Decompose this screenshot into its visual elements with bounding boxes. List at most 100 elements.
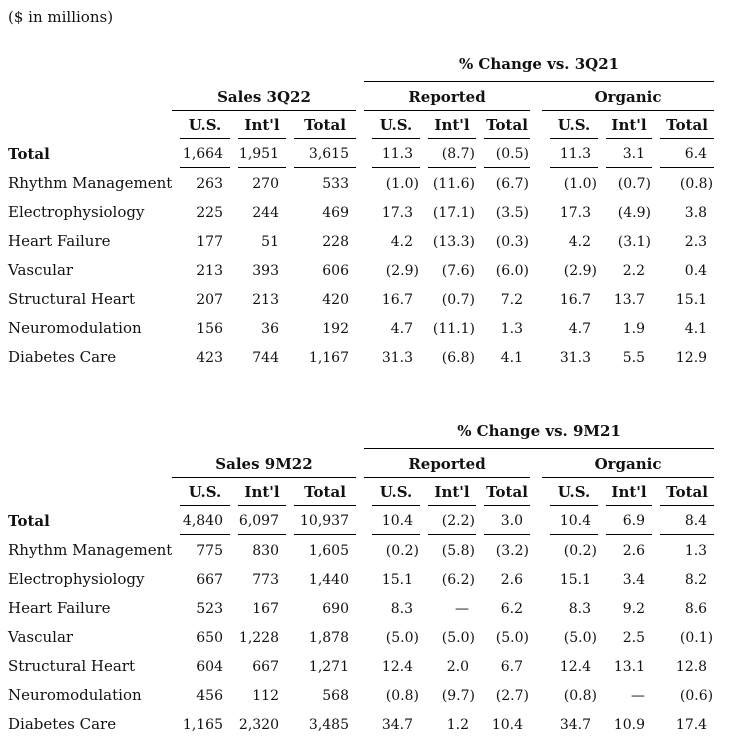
cell-value: 6.2 xyxy=(500,601,523,617)
value-cell: 213 xyxy=(172,255,230,284)
column-gap xyxy=(530,226,542,255)
cell-value: 4,840 xyxy=(180,513,230,535)
cell-value: 213 xyxy=(196,263,223,279)
table-row: Heart Failure 523 167 690 8.3 — 6.2 8.3 9.2 8.6 xyxy=(0,593,714,622)
column-gap xyxy=(356,564,364,593)
value-cell: 1,228 xyxy=(230,622,286,651)
table-row: Structural Heart 207 213 420 16.7 (0.7) 7.2 16… xyxy=(0,284,714,313)
cell-value: (9.7) xyxy=(441,688,475,704)
cell-value: 4.2 xyxy=(568,234,591,250)
cell-value: (0.8) xyxy=(679,176,714,192)
cell-value: 12.4 xyxy=(559,659,591,675)
sales-change-table: % Change vs. 9M21 Sales 9M22 Reported Or… xyxy=(0,419,715,738)
value-cell: 12.4 xyxy=(364,651,420,680)
column-header-cell: Total xyxy=(652,111,715,139)
cell-value: 2.6 xyxy=(500,572,523,588)
value-cell: (5.0) xyxy=(420,622,476,651)
cell-value: 469 xyxy=(322,205,349,221)
group-header-row: Sales 3Q22 Reported Organic xyxy=(0,82,715,111)
cell-value: 744 xyxy=(252,350,279,366)
cell-value: (5.0) xyxy=(385,630,419,646)
column-gap xyxy=(356,255,364,284)
cell-value: 4.7 xyxy=(390,321,413,337)
value-cell: 4,840 xyxy=(172,506,230,535)
cell-value: 606 xyxy=(322,263,349,279)
column-gap xyxy=(530,535,542,564)
cell-value: 1,440 xyxy=(308,572,349,588)
value-cell: 51 xyxy=(230,226,286,255)
cell-value: 2.3 xyxy=(684,234,708,250)
column-header: U.S. xyxy=(180,116,230,139)
value-cell: 744 xyxy=(230,342,286,371)
column-header: Total xyxy=(294,483,356,506)
cell-value: 4.7 xyxy=(568,321,591,337)
organic-header-cell: Organic xyxy=(542,449,715,478)
cell-value: 8.3 xyxy=(568,601,591,617)
cell-value: (6.0) xyxy=(495,263,529,279)
value-cell: 423 xyxy=(172,342,230,371)
row-label: Rhythm Management xyxy=(8,541,173,559)
cell-value: 667 xyxy=(252,659,279,675)
cell-value: (3.5) xyxy=(495,205,529,221)
column-gap xyxy=(356,449,364,478)
column-gap xyxy=(356,226,364,255)
cell-value: (0.8) xyxy=(563,688,597,704)
row-label: Rhythm Management xyxy=(8,174,173,192)
cell-value: 1,271 xyxy=(308,659,349,675)
column-gap xyxy=(530,449,542,478)
column-gap xyxy=(530,651,542,680)
value-cell: 11.3 xyxy=(542,139,598,168)
value-cell: 6.2 xyxy=(476,593,530,622)
value-cell: 650 xyxy=(172,622,230,651)
value-cell: (11.6) xyxy=(420,168,476,197)
value-cell: 270 xyxy=(230,168,286,197)
column-header: U.S. xyxy=(372,116,420,139)
value-cell: 9.2 xyxy=(598,593,652,622)
table-section: % Change vs. 9M21 Sales 9M22 Reported Or… xyxy=(0,419,730,738)
value-cell: 3.8 xyxy=(652,197,714,226)
cell-value: 2.5 xyxy=(622,630,645,646)
value-cell: (5.0) xyxy=(476,622,530,651)
cell-value: 11.3 xyxy=(372,146,420,168)
column-gap xyxy=(530,506,542,535)
organic-header-cell: Organic xyxy=(542,82,715,111)
cell-value: 393 xyxy=(252,263,279,279)
cell-value: (1.0) xyxy=(385,176,419,192)
value-cell: 4.7 xyxy=(542,313,598,342)
value-cell: (0.7) xyxy=(598,168,652,197)
column-gap xyxy=(530,197,542,226)
value-cell: 8.3 xyxy=(364,593,420,622)
cell-value: 156 xyxy=(196,321,223,337)
table-row: Rhythm Management 775 830 1,605 (0.2) (5.8) (… xyxy=(0,535,714,564)
table-row: Structural Heart 604 667 1,271 12.4 2.0 6.7 12… xyxy=(0,651,714,680)
value-cell: 1,271 xyxy=(286,651,356,680)
column-gap xyxy=(356,313,364,342)
units-note: ($ in millions) xyxy=(8,8,114,26)
column-gap xyxy=(356,52,364,82)
cell-value: 775 xyxy=(196,543,223,559)
change-vs-header: % Change vs. 9M21 xyxy=(364,422,715,449)
row-label: Heart Failure xyxy=(8,232,111,250)
table-row: Neuromodulation 156 36 192 4.7 (11.1) 1.3 4.7 1… xyxy=(0,313,714,342)
column-gap xyxy=(356,197,364,226)
cell-value: 2,320 xyxy=(238,717,279,733)
table-row: Electrophysiology 225 244 469 17.3 (17.1) (3.… xyxy=(0,197,714,226)
column-gap xyxy=(356,478,364,506)
value-cell: 2,320 xyxy=(230,709,286,738)
column-header: U.S. xyxy=(550,483,598,506)
column-header: Total xyxy=(660,116,715,139)
value-cell: 8.3 xyxy=(542,593,598,622)
cell-value: 167 xyxy=(252,601,279,617)
value-cell: 2.3 xyxy=(652,226,714,255)
cell-value: (2.9) xyxy=(563,263,597,279)
cell-value: (0.7) xyxy=(441,292,475,308)
column-gap xyxy=(530,139,542,168)
value-cell: (5.8) xyxy=(420,535,476,564)
column-header-cell: Int'l xyxy=(420,111,476,139)
spacer-cell xyxy=(172,52,356,82)
tables-container: % Change vs. 3Q21 Sales 3Q22 Reported Or… xyxy=(0,52,730,738)
value-cell: 568 xyxy=(286,680,356,709)
cell-value: (17.1) xyxy=(432,205,475,221)
cell-value: (3.1) xyxy=(617,234,651,250)
value-cell: (0.5) xyxy=(476,139,530,168)
